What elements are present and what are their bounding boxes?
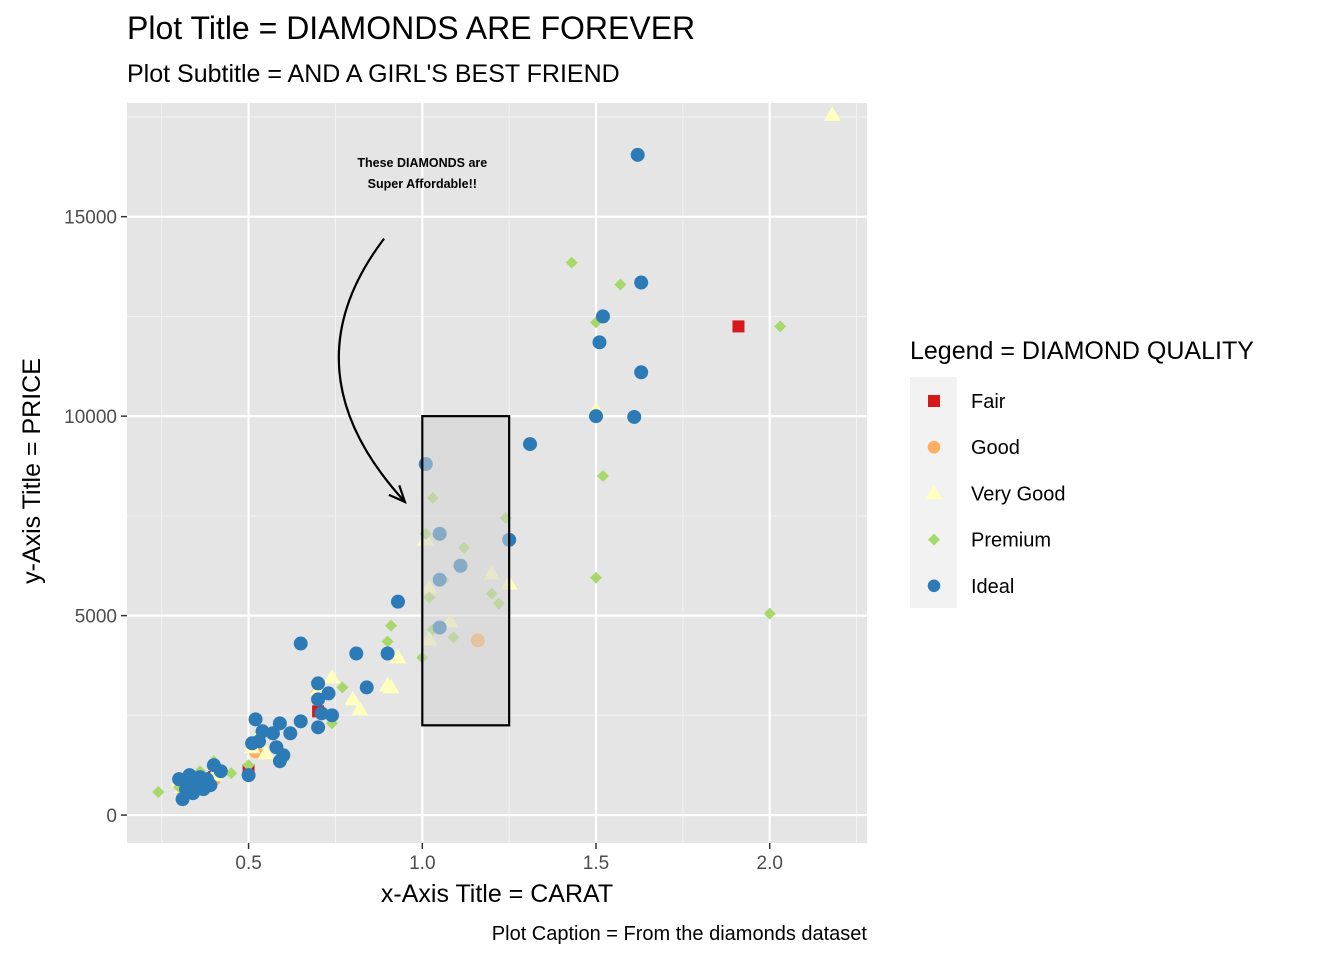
plot-panel: 0.5 1.0 1.5 2.0 0 5000 10000 15000 These DIAMOND…	[64, 103, 867, 874]
x-tick-label: 0.5	[235, 853, 261, 874]
data-point	[283, 726, 297, 740]
x-axis-title: x-Axis Title = CARAT	[381, 880, 613, 908]
data-point	[627, 410, 641, 424]
data-point	[596, 309, 610, 323]
data-point	[325, 708, 339, 722]
data-point	[634, 276, 648, 290]
data-point	[273, 754, 287, 768]
data-point	[634, 365, 648, 379]
legend-key	[928, 441, 941, 454]
data-point	[245, 736, 259, 750]
x-tick-label: 1.0	[409, 853, 435, 874]
data-point	[266, 726, 280, 740]
legend-key	[928, 580, 941, 593]
data-point	[391, 595, 405, 609]
data-point	[203, 778, 217, 792]
data-point	[381, 647, 395, 661]
data-point	[592, 335, 606, 349]
y-tick-label: 15000	[64, 208, 117, 229]
y-tick-label: 10000	[64, 407, 117, 428]
legend-label: Ideal	[971, 576, 1014, 598]
data-point	[294, 714, 308, 728]
data-point	[249, 712, 263, 726]
legend-label: Fair	[971, 391, 1006, 413]
data-point	[207, 758, 221, 772]
x-tick-label: 2.0	[757, 853, 783, 874]
data-point	[322, 686, 336, 700]
data-point	[179, 782, 193, 796]
data-point	[523, 437, 537, 451]
legend: Legend = DIAMOND QUALITY Fair Good Very Go…	[910, 337, 1254, 608]
data-point	[349, 647, 363, 661]
y-axis-title: y-Axis Title = PRICE	[18, 358, 46, 584]
annotation-text-line: Super Affordable!!	[368, 177, 477, 191]
highlight-rectangle	[422, 416, 509, 725]
legend-label: Good	[971, 437, 1020, 459]
legend-key	[928, 395, 940, 407]
data-point	[360, 680, 374, 694]
data-point	[294, 637, 308, 651]
data-point	[311, 676, 325, 690]
data-point	[589, 409, 603, 423]
chart-subtitle: Plot Subtitle = AND A GIRL'S BEST FRIEND	[127, 60, 620, 88]
chart-title: Plot Title = DIAMONDS ARE FOREVER	[127, 10, 695, 46]
legend-title: Legend = DIAMOND QUALITY	[910, 337, 1254, 365]
data-point	[732, 320, 744, 332]
chart-caption: Plot Caption = From the diamonds dataset	[492, 923, 868, 945]
data-point	[242, 768, 256, 782]
annotation-text-line: These DIAMONDS are	[357, 156, 487, 170]
legend-label: Very Good	[971, 483, 1066, 505]
x-tick-label: 1.5	[583, 853, 609, 874]
data-point	[311, 720, 325, 734]
y-tick-label: 0	[106, 806, 117, 827]
data-point	[631, 148, 645, 162]
legend-label: Premium	[971, 530, 1051, 552]
y-tick-label: 5000	[75, 607, 117, 628]
